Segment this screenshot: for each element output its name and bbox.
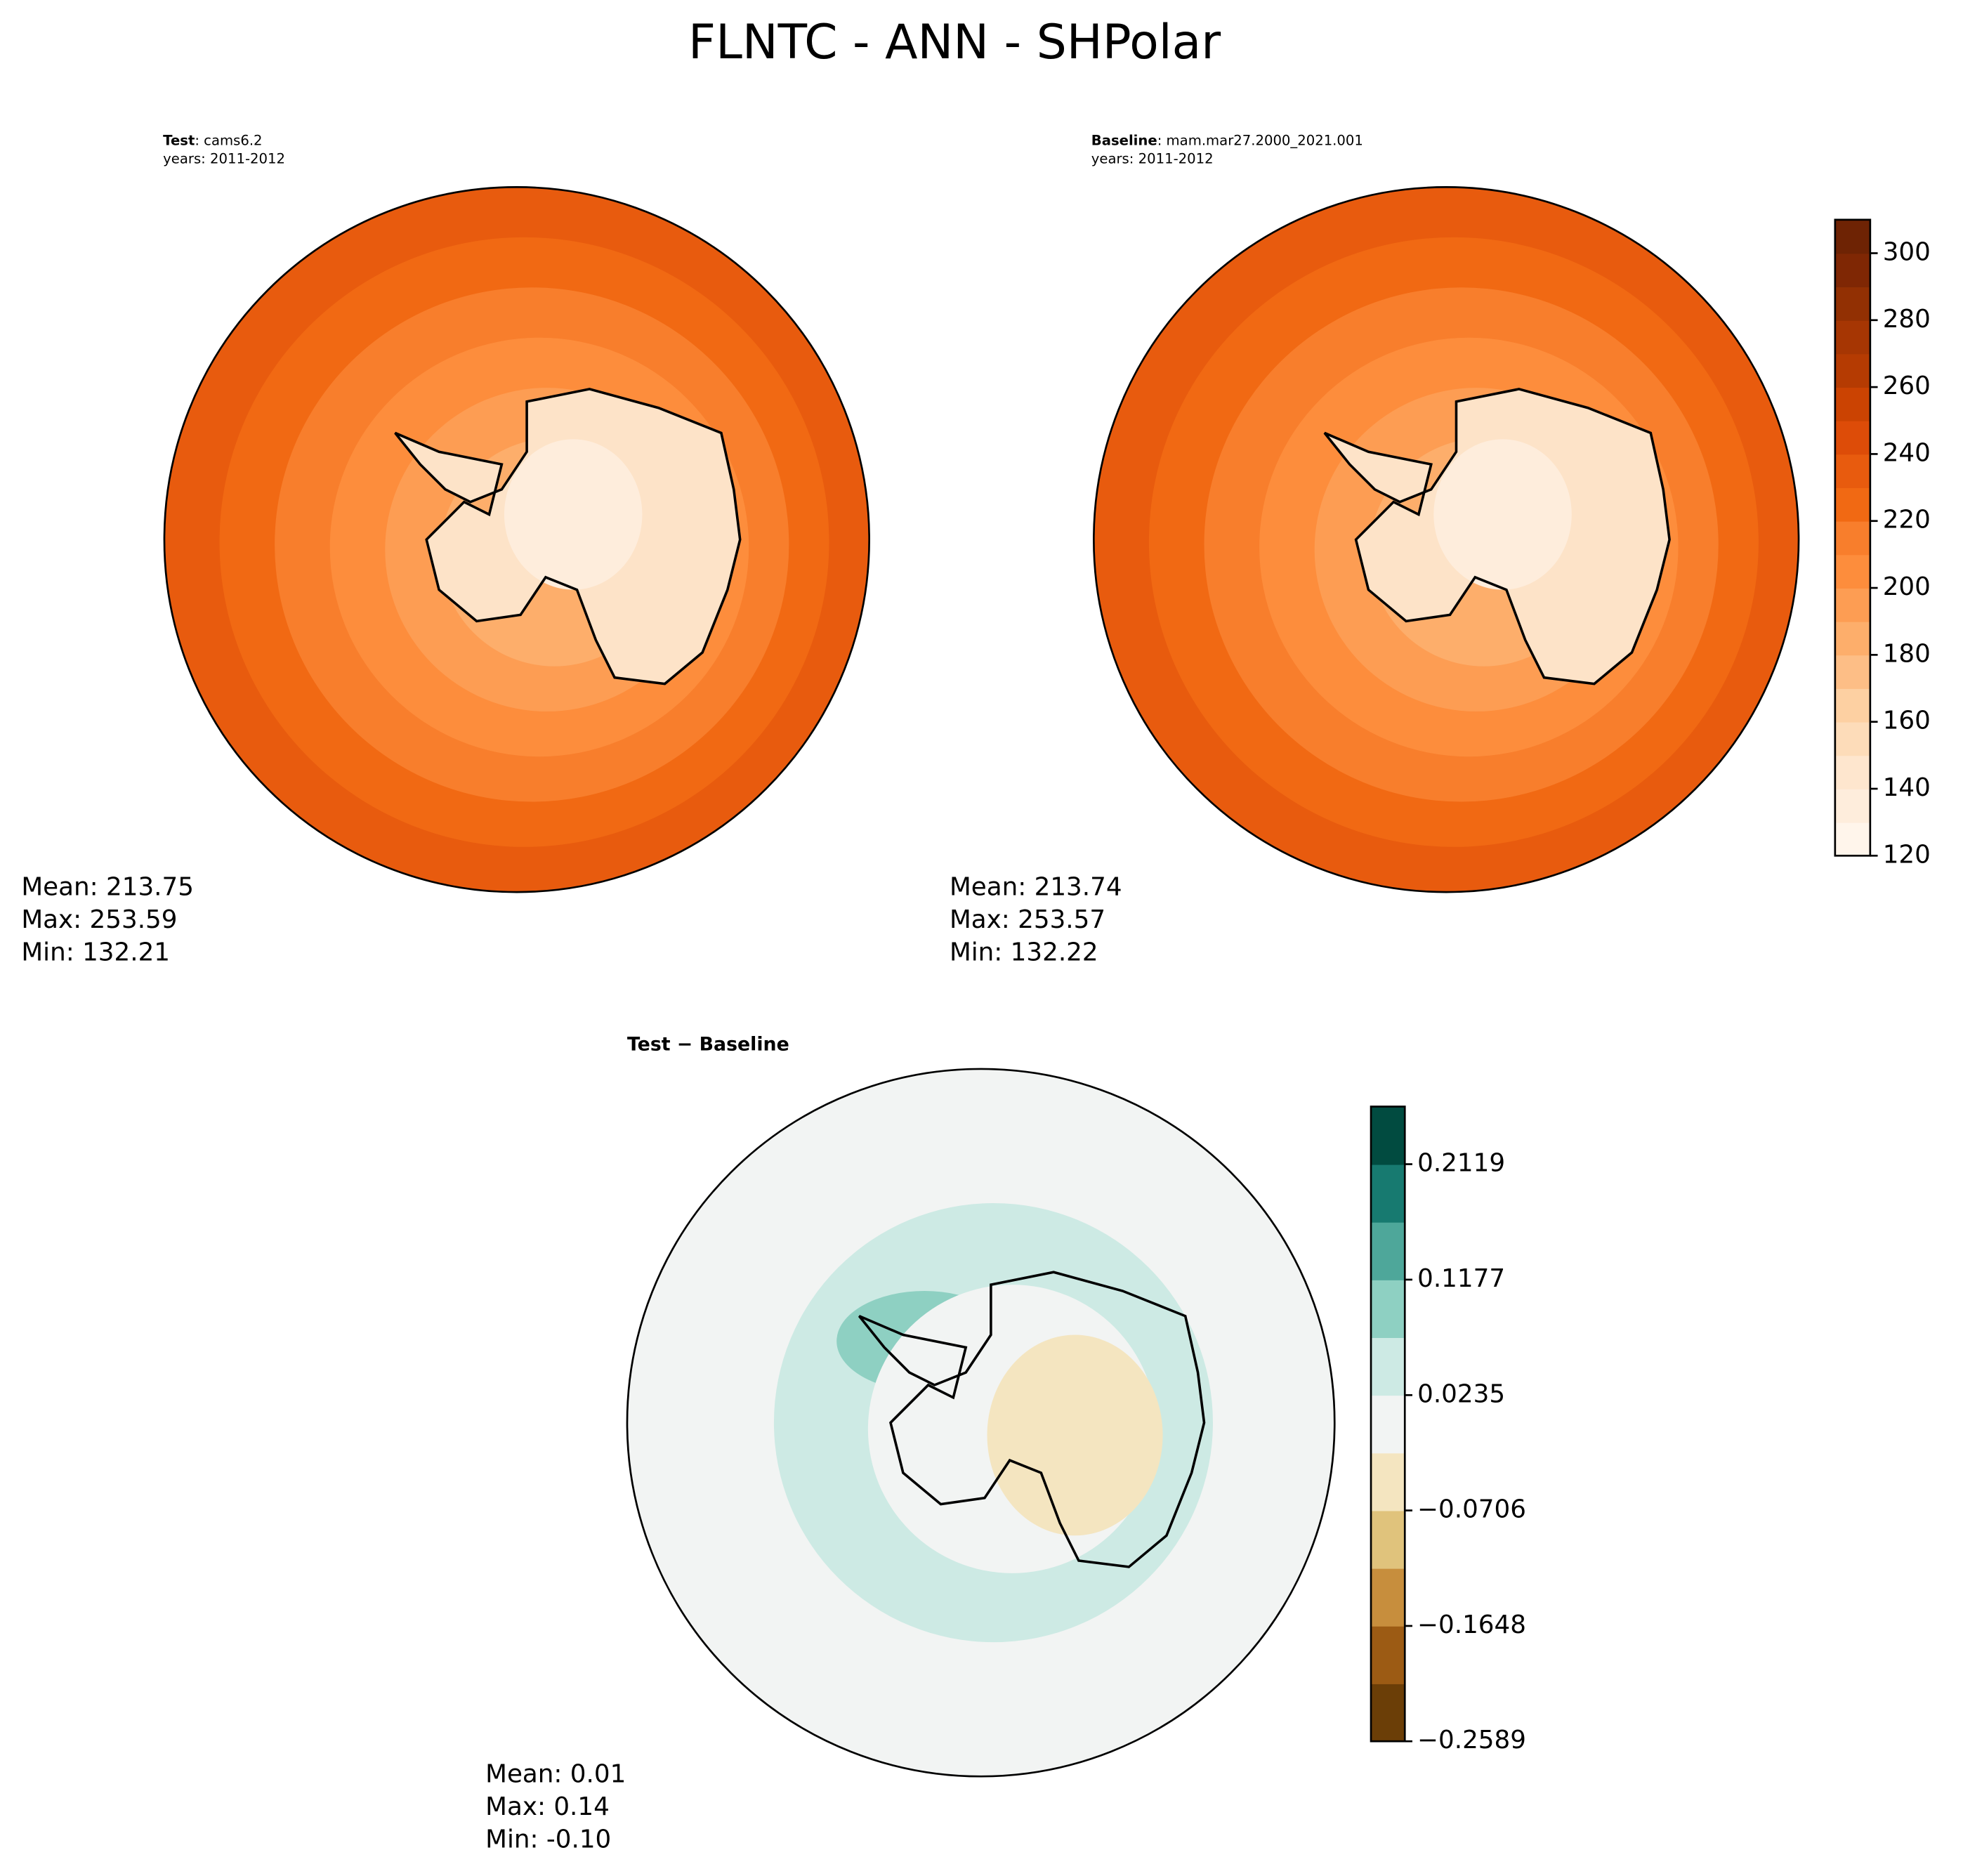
map-boundary <box>163 186 870 893</box>
colorbar-tick-label: 260 <box>1883 372 1931 400</box>
panel-header: Baseline: mam.mar27.2000_2021.001 <box>1091 132 1363 148</box>
stat-text: Mean: 213.74 <box>950 873 1122 902</box>
colorbar-band <box>1834 219 1870 254</box>
colorbar-band <box>1834 788 1870 823</box>
stat-text: Mean: 213.75 <box>21 873 194 902</box>
polar-map <box>1093 186 1800 893</box>
colorbar-band <box>1834 721 1870 756</box>
colorbar-band <box>1371 1395 1405 1454</box>
panel-header: Test − Baseline <box>627 1033 789 1055</box>
colorbar-band <box>1834 588 1870 622</box>
contour-band <box>987 1334 1163 1536</box>
stat-text: Min: -0.10 <box>485 1825 611 1854</box>
header-text: : mam.mar27.2000_2021.001 <box>1157 132 1363 148</box>
colorbar-tick-label: 180 <box>1883 639 1931 668</box>
colorbar-band <box>1371 1625 1405 1684</box>
panel-years: years: 2011-2012 <box>163 151 285 167</box>
colorbar-tick-label: 0.2119 <box>1417 1149 1505 1178</box>
colorbar-tick-label: 300 <box>1883 237 1931 266</box>
stat-text: Min: 132.22 <box>950 938 1098 967</box>
colorbar-band <box>1834 287 1870 321</box>
stat-text: Max: 253.59 <box>21 905 177 934</box>
colorbar-tick-label: 0.0235 <box>1417 1379 1505 1408</box>
colorbar-band <box>1371 1164 1405 1223</box>
colorbar-tick-label: 140 <box>1883 773 1931 802</box>
stat-text: Min: 132.21 <box>21 938 170 967</box>
colorbar-band <box>1834 487 1870 522</box>
colorbar-band <box>1371 1221 1405 1280</box>
colorbar-tick-label: 240 <box>1883 438 1931 467</box>
colorbar-tick-label: 0.1177 <box>1417 1264 1505 1293</box>
colorbar-band <box>1834 822 1870 857</box>
colorbar-band <box>1371 1684 1405 1743</box>
colorbar-band <box>1834 420 1870 455</box>
contour-band <box>504 439 643 590</box>
stat-text: Mean: 0.01 <box>485 1759 626 1788</box>
colorbar-band <box>1834 554 1870 589</box>
colorbar-band <box>1834 387 1870 421</box>
colorbar-band <box>1371 1337 1405 1396</box>
colorbar-band <box>1834 621 1870 656</box>
colorbar-band <box>1834 454 1870 488</box>
colorbar-band <box>1834 320 1870 355</box>
colorbar-band <box>1834 520 1870 556</box>
panel-years: years: 2011-2012 <box>1091 151 1214 167</box>
colorbar-tick-label: 280 <box>1883 305 1931 334</box>
colorbar-tick-label: 160 <box>1883 707 1931 735</box>
header-label: Baseline <box>1091 132 1157 148</box>
colorbar-band <box>1371 1106 1405 1165</box>
figure-title: FLNTC - ANN - SHPolar <box>688 15 1221 70</box>
colorbar-band <box>1834 655 1870 689</box>
colorbar-tick-label: 120 <box>1883 840 1931 869</box>
colorbar-band <box>1371 1510 1405 1569</box>
header-text: : cams6.2 <box>195 132 262 148</box>
stat-text: Max: 253.57 <box>950 905 1105 934</box>
colorbar-band <box>1371 1568 1405 1627</box>
map-boundary <box>626 1068 1336 1778</box>
colorbar-band <box>1834 253 1870 288</box>
polar-map <box>163 186 870 893</box>
header-label: Test <box>163 132 195 148</box>
map-boundary <box>1093 186 1800 893</box>
colorbar-band <box>1834 353 1870 388</box>
colorbar-band <box>1834 755 1870 789</box>
colorbar-band <box>1371 1279 1405 1339</box>
stat-text: Max: 0.14 <box>485 1792 610 1821</box>
colorbar-tick-label: −0.1648 <box>1417 1611 1526 1639</box>
colorbar-band <box>1371 1452 1405 1511</box>
colorbar-frame <box>1834 218 1872 857</box>
panel-header: Test: cams6.2 <box>163 132 262 148</box>
polar-map <box>626 1068 1336 1778</box>
colorbar-tick-label: 220 <box>1883 506 1931 534</box>
contour-band <box>1433 439 1572 590</box>
colorbar-band <box>1834 688 1870 723</box>
colorbar-frame <box>1370 1106 1406 1743</box>
colorbar-tick-label: −0.0706 <box>1417 1495 1526 1524</box>
colorbar-tick-label: −0.2589 <box>1417 1726 1526 1754</box>
colorbar-tick-label: 200 <box>1883 572 1931 601</box>
